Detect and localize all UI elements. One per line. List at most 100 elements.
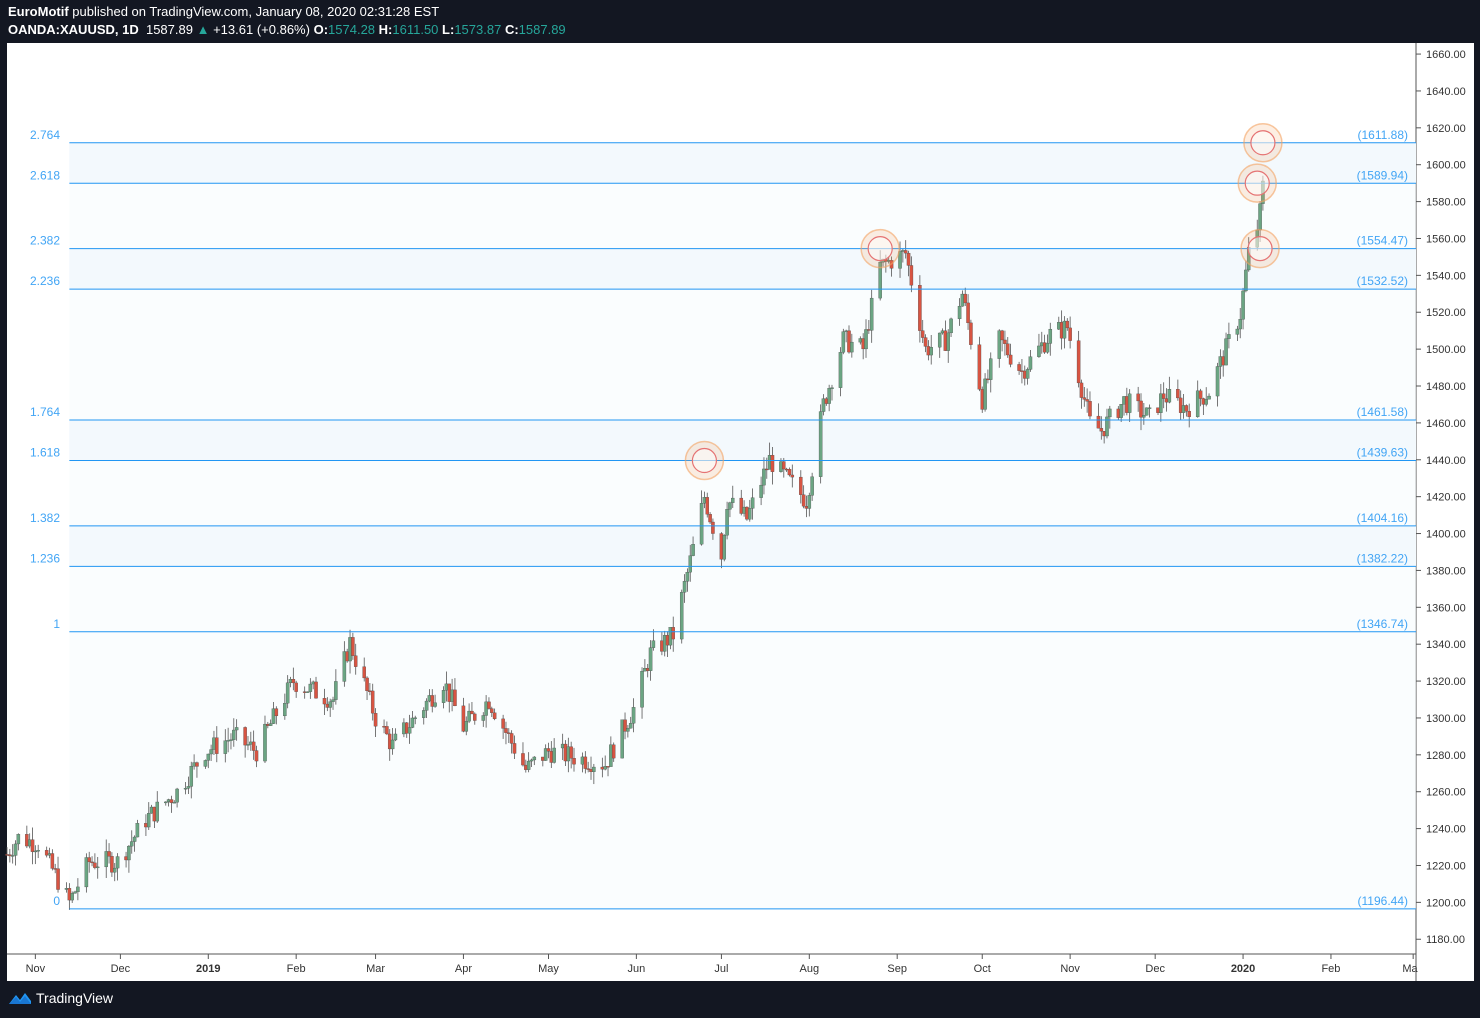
candle-down [1085,399,1089,402]
candle-up [1235,328,1240,335]
candle-up [679,592,684,640]
candle-down [365,677,369,692]
candle-up [731,497,735,503]
candle-down [56,868,60,890]
fib-price-label: (1404.16) [1357,511,1408,525]
candle-up [631,707,636,724]
y-tick-label: 1560.00 [1426,233,1466,245]
candle-up [10,855,15,857]
fib-price-label: (1461.58) [1357,405,1408,419]
candle-up [1227,334,1231,339]
candle-down [87,857,91,863]
candle-up [750,497,755,509]
candle-up [725,509,729,536]
x-tick-label: 2020 [1231,963,1255,975]
candle-up [864,329,868,350]
x-tick-label: Mar [366,963,385,975]
price-axis[interactable] [1416,43,1474,981]
highlight-circle-core [1250,130,1276,156]
fib-price-label: (1589.94) [1357,168,1408,182]
candle-up [390,739,395,750]
candle-down [110,856,114,873]
candle-down [473,713,477,721]
candle-up [1207,395,1211,400]
candle-up [648,647,653,671]
candle-up [209,749,213,755]
candle-up [263,723,267,762]
x-tick-label: May [538,963,559,975]
fib-lines[interactable]: 2.764 (1611.88) 2.618 (1589.94) 2.382 (1554.4… [30,128,1416,910]
candle-up [949,318,953,334]
highlight-circle-inner [692,448,717,473]
last-price: 1587.89 [145,22,193,37]
y-tick-label: 1500.00 [1426,344,1466,356]
candle-down [169,799,174,803]
candle-up [328,701,332,708]
time-axis[interactable] [7,954,1416,981]
candle-up [413,717,417,719]
highlight-circle-ring [684,440,725,481]
candle-up [1215,366,1220,397]
candle-up [164,801,168,804]
candle-up [526,760,531,770]
y-tick-label: 1600.00 [1426,160,1466,172]
candle-down [1068,327,1072,341]
candle-up [869,297,874,331]
candle-up [818,411,823,477]
highlight-circle-inner [1250,130,1275,155]
candle-down [492,712,497,720]
candle-down [708,514,712,523]
candle-up [898,251,902,269]
candle-down [920,330,925,338]
candle-down [44,850,49,856]
candle-up [1258,203,1262,231]
candle-down [8,854,12,857]
candle-up [147,813,151,828]
candle-up [246,744,250,746]
x-tick-label: Nov [26,963,46,975]
highlight-circles [684,123,1283,481]
candle-up [1204,399,1208,405]
candle-down [1017,364,1021,371]
candle-up [1119,404,1123,418]
x-tick-label: Feb [1321,963,1340,975]
y-tick-label: 1240.00 [1426,824,1466,836]
candle-down [294,682,298,692]
candle-up [155,801,160,822]
candle-up [1048,328,1053,344]
y-tick-label: 1520.00 [1426,307,1466,319]
candle-up [407,727,412,734]
candle-down [906,252,911,266]
candle-down [1184,405,1189,412]
candle-up [640,670,644,708]
publish-info: EuroMotif published on TradingView.com, … [8,4,439,19]
highlight-circle-ring [1243,123,1283,163]
candle-up [410,717,415,728]
candle-up [334,681,338,700]
candle-down [799,476,803,495]
candle-down [504,728,508,733]
y-tick-label: 1360.00 [1426,602,1466,614]
candle-up [1025,369,1030,379]
candle-up [728,502,732,510]
fib-price-label: (1554.47) [1357,234,1408,248]
x-tick-label: Jun [627,963,645,975]
x-axis-ticks: Nov Dec 2019 Feb Mar Apr May Jun Jul Aug Sep Oct Nov… [26,954,1419,975]
candle-up [1241,290,1245,320]
fib-ratio-label: 0 [53,894,60,908]
candle-down [606,766,610,768]
candle-down [1003,339,1007,344]
candle-up [467,710,471,722]
candle-up [929,347,933,356]
price-chart[interactable]: 2.764 (1611.88) 2.618 (1589.94) 2.382 (1554.4… [0,42,1480,982]
y-tick-label: 1300.00 [1426,713,1466,725]
candle-up [722,535,727,560]
x-tick-label: Dec [111,963,131,975]
highlight-circle-core [867,236,893,262]
candle-up [1195,390,1200,418]
candle-up [223,740,228,754]
candle-up [691,544,695,556]
candle-down [847,330,851,353]
candle-down [430,695,435,707]
x-tick-label: Ma [1402,963,1418,975]
